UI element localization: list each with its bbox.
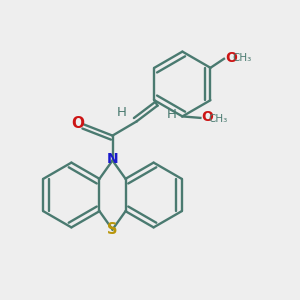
- Text: O: O: [202, 110, 214, 124]
- Text: CH₃: CH₃: [232, 53, 252, 63]
- Text: CH₃: CH₃: [209, 114, 228, 124]
- Text: O: O: [71, 116, 85, 130]
- Text: H: H: [167, 108, 177, 121]
- Text: N: N: [107, 152, 118, 166]
- Text: S: S: [107, 222, 118, 237]
- Text: O: O: [225, 51, 237, 65]
- Text: H: H: [117, 106, 127, 119]
